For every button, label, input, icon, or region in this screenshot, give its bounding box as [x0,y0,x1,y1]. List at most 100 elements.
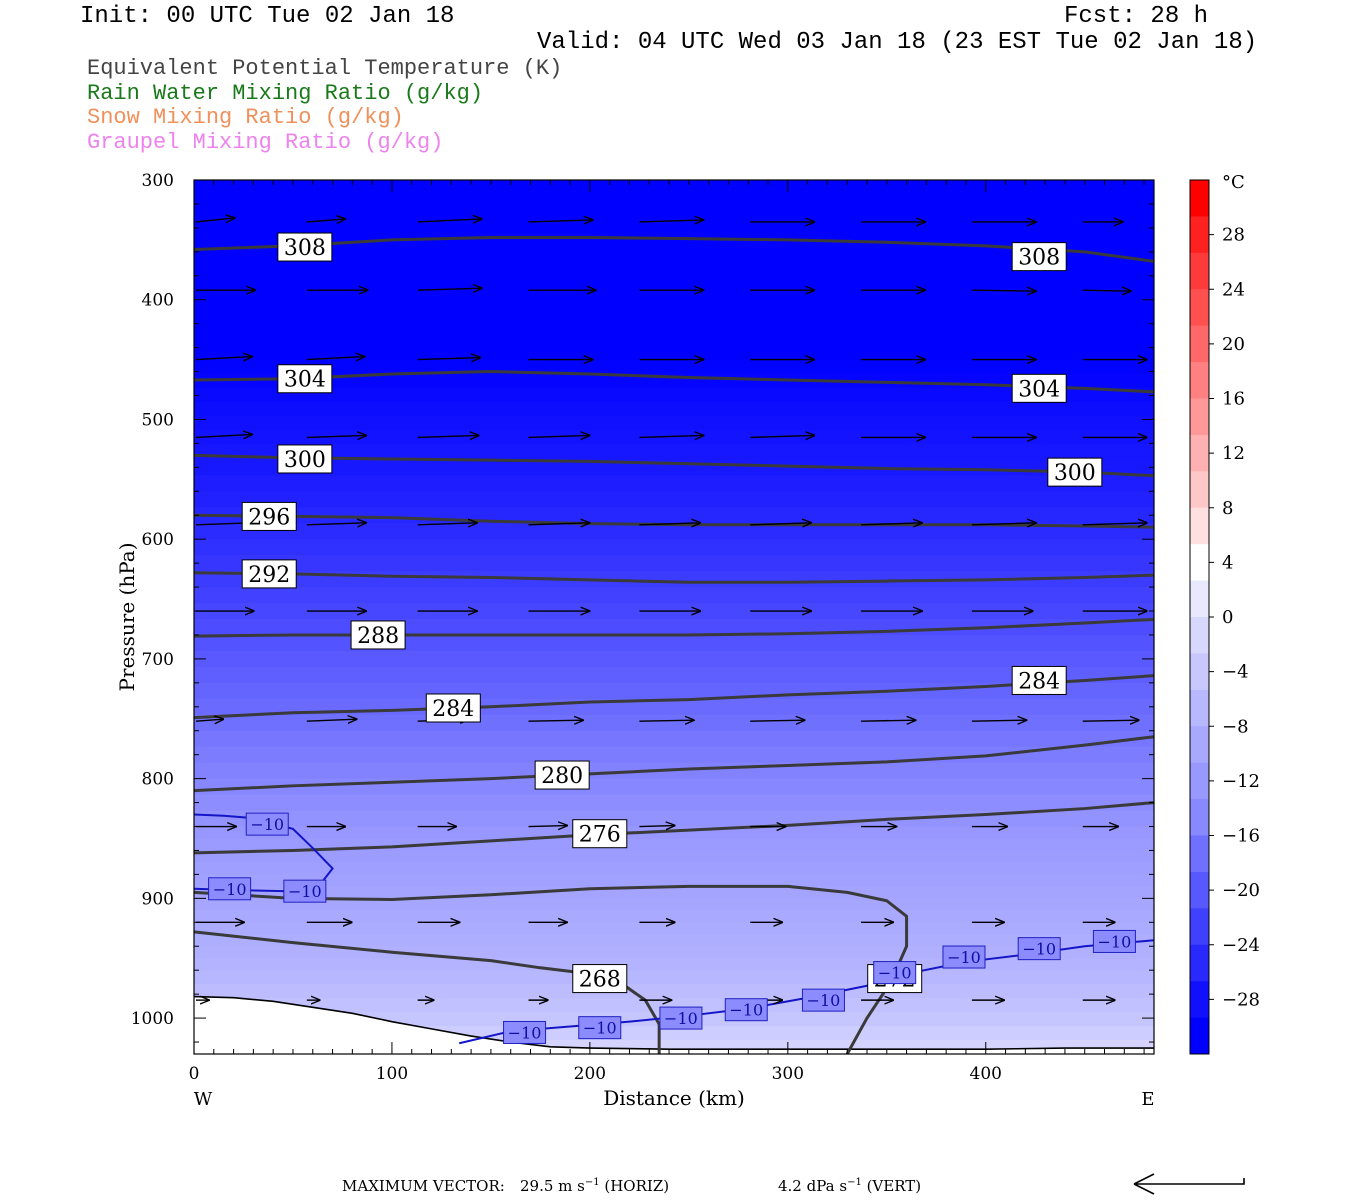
colorbar-label: 16 [1222,389,1245,410]
theta-e-label-box [572,964,628,994]
theta-e-label-box [277,364,333,394]
colorbar-segment [1190,689,1209,727]
theta-e-contour-296 [194,513,1154,529]
wind-vector [195,719,223,721]
temperature-band [194,539,1154,557]
reference-vector-icon [1133,1173,1245,1195]
theta-e-label-text: 296 [248,505,290,530]
wind-vector [306,219,345,222]
temperature-band [194,910,1154,924]
max-vector-vert: 4.2 dPa s−1 (VERT) [778,1177,921,1195]
wind-vector [639,523,700,525]
colorbar-label: −28 [1222,989,1260,1010]
theta-e-label: 304 [277,364,333,394]
temperature-band [194,862,1154,876]
temperature-band [194,838,1154,852]
minus10-label-text: −10 [729,1001,763,1020]
minus10-label-box [503,1020,547,1044]
colorbar-label: −20 [1222,880,1260,901]
minus10-label-box [1017,937,1061,961]
minus10-label-text: −10 [878,964,912,983]
plot-frame [193,179,1155,1055]
terrain-surface [194,995,1154,1054]
temperature-band [194,850,1154,864]
legend-rain-water: Rain Water Mixing Ratio (g/kg) [87,81,484,106]
theta-e-label: 268 [572,964,628,994]
temperature-band [194,874,1154,888]
vert-value: 4.2 dPa s [778,1177,848,1195]
y-tick-label: 500 [142,410,174,430]
y-tick-label: 300 [142,171,174,191]
theta-e-label: 300 [1047,457,1103,487]
minus10-label-text: −10 [288,882,322,901]
colorbar-segment [1190,434,1209,472]
theta-e-label: 296 [241,501,297,531]
theta-e-label-text: 300 [1054,461,1096,486]
minus10-label-box [873,961,917,985]
temperature-band [194,373,1154,389]
x-tick-label: 400 [970,1064,1002,1084]
colorbar-label: −24 [1222,935,1260,956]
theta-e-label-box [534,760,590,790]
forecast-hour: Fcst: 28 h [1064,3,1209,30]
temperature-band [194,634,1154,652]
colorbar-segment [1190,325,1209,363]
wind-vector [195,218,234,222]
theta-e-label-text: 304 [284,368,326,393]
temperature-band [194,898,1154,912]
colorbar-segment [1190,799,1209,836]
theta-e-label: 284 [1011,665,1067,695]
theta-e-label-text: 288 [357,624,399,649]
colorbar-segment [1190,653,1209,691]
theta-e-label-text: 284 [1018,669,1060,694]
wind-vector [750,435,814,437]
temperature-band [194,269,1154,301]
minus10-label-text: −10 [213,880,247,899]
wind-vector [861,523,922,525]
temperature-band [194,826,1154,840]
west-label: W [194,1089,213,1110]
minus10-label-box [578,1016,622,1040]
theta-e-label-text: 284 [432,697,474,722]
minus10-label-box [724,998,768,1022]
wind-vector [971,290,1036,291]
colorbar-label: −16 [1222,826,1260,847]
theta-e-contour-280 [194,735,1154,793]
minus10-label-box [208,877,252,901]
colorbar-segment [1190,908,1209,946]
colorbar-segment [1190,507,1209,545]
minus10-label-box [245,812,289,836]
terrain-line [194,995,1154,1051]
temperature-fill [194,180,1154,1054]
temperature-band [194,794,1154,812]
y-tick-label: 400 [142,291,174,311]
legend-snow: Snow Mixing Ratio (g/kg) [87,105,404,130]
max-vector-label: MAXIMUM VECTOR: [342,1177,505,1195]
colorbar-segment [1190,580,1209,618]
colorbar-segment [1190,289,1209,327]
temperature-band [194,666,1154,684]
temperature-band [194,299,1154,331]
theta-e-contour-268 [194,930,661,1054]
temperature-band [194,359,1154,375]
minus10-label: −10 [942,945,986,969]
minus10-label: −10 [578,1016,622,1040]
minus10-label: −10 [659,1006,703,1030]
wind-vector [639,720,693,721]
wind-vector [971,720,1026,721]
minus10-label-text: −10 [947,948,981,967]
theta-e-label-box [572,819,628,849]
colorbar-segment [1190,944,1209,982]
x-tick-label: 100 [376,1064,408,1084]
minus10-label-box [942,945,986,969]
minus10-label: −10 [724,998,768,1022]
horiz-tag: (HORIZ) [599,1177,670,1195]
wind-vector [861,720,915,721]
wind-vector [528,523,590,525]
colorbar-segment [1190,981,1209,1019]
y-tick-label: 800 [142,770,174,790]
max-vector-horiz: 29.5 m s−1 (HORIZ) [520,1177,669,1195]
colorbar-segment [1190,180,1209,217]
y-tick-label: 900 [142,889,174,909]
temperature-band [194,984,1154,1000]
